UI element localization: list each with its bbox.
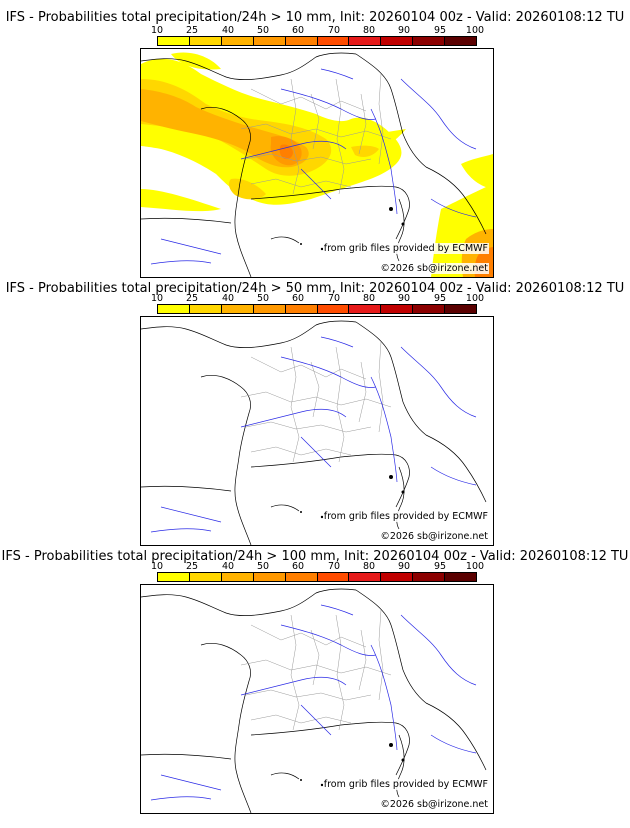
panel-2-source-credit: from grib files provided by ECMWF: [322, 511, 489, 522]
panel-1-colorbar: [157, 36, 477, 46]
tick-label: 90: [397, 561, 411, 572]
colorbar-segment: [221, 37, 254, 45]
panel-2-copyright: ©2026 sb@irizone.net: [379, 531, 489, 542]
colorbar-segment: [285, 305, 318, 313]
tick-label: 95: [433, 561, 447, 572]
colorbar-segment: [349, 305, 382, 313]
colorbar-segment: [253, 37, 286, 45]
colorbar-segment: [413, 573, 446, 581]
panel-2-title: IFS - Probabilities total precipitation/…: [5, 281, 625, 296]
colorbar-segment: [413, 305, 446, 313]
tick-label: 40: [221, 561, 235, 572]
colorbar-segment: [317, 37, 350, 45]
tick-label: 10: [150, 561, 164, 572]
coastline: [141, 52, 487, 277]
admin-boundaries: [240, 609, 392, 731]
islands: [300, 475, 405, 519]
tick-label: 40: [221, 293, 235, 304]
colorbar-segment: [381, 573, 414, 581]
islands: [300, 207, 405, 251]
tick-label: 100: [465, 293, 485, 304]
tick-label: 50: [256, 561, 270, 572]
colorbar-segment: [158, 37, 190, 45]
tick-label: 70: [327, 293, 341, 304]
tick-label: 25: [185, 293, 199, 304]
panel-3-colorbar-ticks: 10 25 40 50 60 70 80 90 95 100: [151, 561, 484, 572]
panel-3-copyright: ©2026 sb@irizone.net: [379, 799, 489, 810]
tick-label: 80: [362, 561, 376, 572]
colorbar-segment: [413, 37, 446, 45]
map-canvas: [141, 588, 487, 813]
colorbar-segment: [158, 573, 190, 581]
tick-label: 60: [291, 293, 305, 304]
panel-2-map: from grib files provided by ECMWF ©2026 …: [140, 316, 494, 546]
tick-label: 10: [150, 25, 164, 36]
panel-2-colorbar-ticks: 10 25 40 50 60 70 80 90 95 100: [151, 293, 484, 304]
panel-3-map: from grib files provided by ECMWF ©2026 …: [140, 584, 494, 814]
tick-label: 100: [465, 25, 485, 36]
tick-label: 50: [256, 293, 270, 304]
colorbar-segment: [381, 305, 414, 313]
admin-boundaries: [240, 73, 392, 195]
panel-1-map: from grib files provided by ECMWF ©2026 …: [140, 48, 494, 278]
colorbar-segment: [189, 37, 222, 45]
tick-label: 90: [397, 293, 411, 304]
colorbar-segment: [189, 305, 222, 313]
panel-3-colorbar: [157, 572, 477, 582]
tick-label: 95: [433, 25, 447, 36]
panel-1-title: IFS - Probabilities total precipitation/…: [5, 10, 625, 25]
colorbar-segment: [253, 305, 286, 313]
colorbar-segment: [221, 305, 254, 313]
tick-label: 80: [362, 293, 376, 304]
colorbar-segment: [445, 573, 477, 581]
admin-boundaries: [240, 341, 392, 463]
tick-label: 50: [256, 25, 270, 36]
tick-label: 70: [327, 561, 341, 572]
tick-label: 10: [150, 293, 164, 304]
islands: [300, 743, 405, 787]
tick-label: 95: [433, 293, 447, 304]
panel-1-colorbar-ticks: 10 25 40 50 60 70 80 90 95 100: [151, 25, 484, 36]
map-canvas: [141, 320, 487, 545]
colorbar-segment: [158, 305, 190, 313]
tick-label: 100: [465, 561, 485, 572]
rivers: [150, 604, 477, 801]
colorbar-segment: [317, 573, 350, 581]
tick-label: 60: [291, 25, 305, 36]
colorbar-segment: [349, 37, 382, 45]
tick-label: 25: [185, 25, 199, 36]
coastline: [141, 588, 487, 813]
tick-label: 80: [362, 25, 376, 36]
rivers: [150, 336, 477, 533]
colorbar-segment: [349, 573, 382, 581]
panel-3-title: IFS - Probabilities total precipitation/…: [1, 549, 629, 564]
colorbar-segment: [285, 573, 318, 581]
tick-label: 25: [185, 561, 199, 572]
panel-3-source-credit: from grib files provided by ECMWF: [322, 779, 489, 790]
colorbar-segment: [189, 573, 222, 581]
tick-label: 60: [291, 561, 305, 572]
colorbar-segment: [253, 573, 286, 581]
panel-1-source-credit: from grib files provided by ECMWF: [322, 243, 489, 254]
colorbar-segment: [445, 37, 477, 45]
colorbar-segment: [317, 305, 350, 313]
rivers: [150, 68, 477, 265]
colorbar-segment: [221, 573, 254, 581]
colorbar-segment: [285, 37, 318, 45]
tick-label: 70: [327, 25, 341, 36]
panel-1-copyright: ©2026 sb@irizone.net: [379, 263, 489, 274]
panel-2-colorbar: [157, 304, 477, 314]
tick-label: 90: [397, 25, 411, 36]
colorbar-segment: [445, 305, 477, 313]
colorbar-segment: [381, 37, 414, 45]
tick-label: 40: [221, 25, 235, 36]
coastline: [141, 320, 487, 545]
